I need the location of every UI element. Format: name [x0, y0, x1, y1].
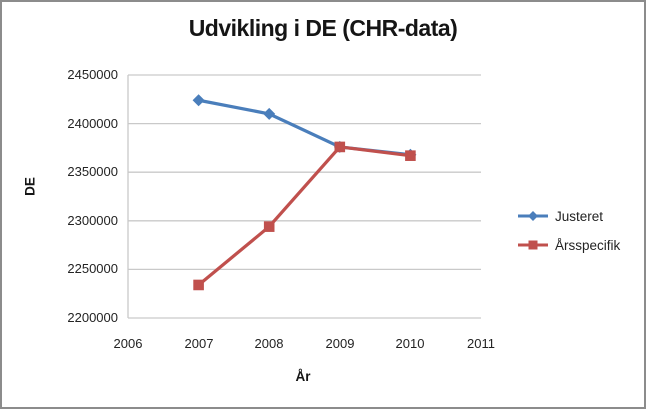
y-tick-label: 2200000 [67, 310, 118, 325]
y-axis-title: DE [22, 177, 38, 196]
x-tick-label: 2011 [467, 336, 495, 351]
data-point-square [405, 150, 416, 161]
series-line-0 [198, 98, 411, 157]
data-point-square [334, 141, 346, 153]
legend-label-justeret: Justeret [555, 208, 604, 224]
x-tick-label: 2006 [113, 336, 143, 351]
y-tick-label: 2300000 [67, 213, 118, 228]
x-tick-label: 2007 [184, 336, 214, 351]
x-axis-title: År [295, 369, 311, 384]
y-tick-label: 2250000 [67, 261, 118, 276]
y-tick-label: 2400000 [67, 116, 118, 131]
data-point-diamond [263, 107, 276, 120]
justeret-line-diamond-icon [518, 211, 548, 221]
x-tick-label: 2009 [325, 336, 355, 351]
legend-item-aarsspecifik: Årsspecifik [517, 233, 620, 257]
data-point-square [263, 221, 275, 232]
legend: Justeret Årsspecifik [517, 204, 620, 262]
y-tick-label: 2350000 [67, 164, 118, 179]
x-tick-label: 2008 [254, 336, 284, 351]
legend-label-aarsspecifik: Årsspecifik [555, 237, 621, 253]
data-point-square [193, 279, 204, 291]
y-tick-label: 2450000 [67, 67, 118, 82]
series-line-1 [197, 145, 411, 287]
data-point-diamond [192, 94, 205, 107]
chart-title: Udvikling i DE (CHR-data) [188, 15, 458, 41]
aarsspecifik-line-square-icon [518, 240, 548, 250]
legend-item-justeret: Justeret [517, 204, 620, 228]
x-tick-label: 2010 [395, 336, 425, 351]
